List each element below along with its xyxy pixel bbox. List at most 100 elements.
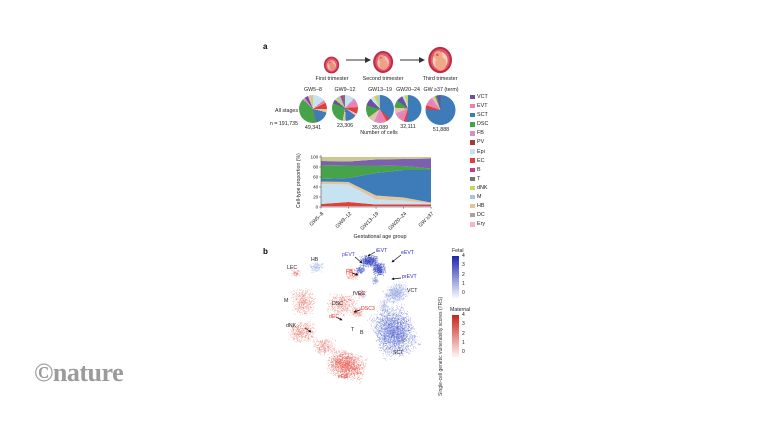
legend-swatch xyxy=(470,149,475,154)
cluster-label-fVEC: fVEC xyxy=(353,291,366,297)
legend-item-EC: EC xyxy=(470,158,488,164)
legend-item-B: B xyxy=(470,167,488,173)
pie-column-GW20–24: GW20–24 32,111 xyxy=(394,87,422,130)
legend-swatch xyxy=(470,112,475,118)
trimester-label: Third trimester xyxy=(422,76,458,82)
gw-label: GW5–8 xyxy=(304,87,322,93)
pie-chart xyxy=(299,95,327,123)
all-stages-label: All stages xyxy=(275,108,298,114)
legend-item-SCT: SCT xyxy=(470,112,488,118)
legend-item-M: M xyxy=(470,194,488,200)
cell-count: 35,089 xyxy=(371,125,389,131)
legend-item-Epi: Epi xyxy=(470,149,488,155)
trimester-group-third: Third trimester xyxy=(422,36,458,82)
colorbar-axis-title: Single-cell genetic vulnerability scores… xyxy=(438,296,444,396)
legend-item-DC: DC xyxy=(470,212,488,218)
legend-swatch xyxy=(470,103,475,109)
trimester-label: First trimester xyxy=(315,76,349,82)
legend-swatch xyxy=(470,194,475,200)
trimester-group-first: First trimester xyxy=(315,46,349,82)
pie-column-GW9–12: GW9–12 23,306 xyxy=(332,87,358,129)
legend-item-FB: FB xyxy=(470,130,488,136)
gw-label: GW20–24 xyxy=(396,87,420,93)
trimester-label: Second trimester xyxy=(362,76,404,82)
panel-b-label: b xyxy=(263,247,268,256)
svg-text:20: 20 xyxy=(313,195,319,200)
svg-text:80: 80 xyxy=(313,165,319,170)
cell-count: 32,111 xyxy=(400,124,416,130)
cluster-label-dEC: dEC xyxy=(329,314,340,320)
pie-column-GW ≥37 (term): GW ≥37 (term) 51,888 xyxy=(424,87,459,133)
legend-swatch xyxy=(470,176,475,182)
svg-text:40: 40 xyxy=(313,185,319,190)
pie-chart xyxy=(394,95,422,122)
cluster-label-LEC: LEC xyxy=(287,265,298,271)
gw-label: GW13–19 xyxy=(368,87,392,93)
cell-count: 23,306 xyxy=(336,123,354,129)
all-stages-block: All stages n = 191,735 xyxy=(254,108,298,127)
umap-scatter-canvas xyxy=(272,246,447,401)
pie-chart xyxy=(332,95,358,121)
legend-swatch xyxy=(470,158,475,163)
cell-count: 51,888 xyxy=(432,127,450,133)
all-stages-n: n = 191,735 xyxy=(269,121,298,128)
fetal-colorbar-title: Fetal xyxy=(452,248,464,254)
panel-a-label: a xyxy=(263,42,268,51)
area-x-tick: GW5–8 xyxy=(308,211,326,228)
cluster-label-FB: FB xyxy=(346,269,353,275)
cluster-label-pEVT: pEVT xyxy=(342,252,355,258)
legend-item-DSC: DSC xyxy=(470,121,488,127)
cluster-label-eEpi: eEpi xyxy=(338,374,349,380)
legend-item-EVT: EVT xyxy=(470,103,488,109)
legend-swatch xyxy=(470,222,475,227)
cluster-label-dNK: dNK xyxy=(286,323,297,329)
nature-logo: ©nature xyxy=(34,358,124,387)
cluster-label-iEVT: iEVT xyxy=(376,248,388,254)
legend-swatch xyxy=(470,212,475,218)
cluster-label-M: M xyxy=(284,298,289,304)
embryo-icon xyxy=(324,46,340,74)
cluster-label-HB: HB xyxy=(311,257,319,263)
legend-swatch xyxy=(470,185,475,191)
svg-text:0: 0 xyxy=(316,205,319,210)
pies-caption: Number of cells xyxy=(360,130,398,136)
embryo-icon xyxy=(373,40,394,74)
cluster-label-DSC: DSC xyxy=(332,301,343,307)
area-ylabel: Cell-type proportion (%) xyxy=(296,153,302,209)
trs-colorbar: Single-cell genetic vulnerability scores… xyxy=(438,246,474,398)
pie-column-GW5–8: GW5–8 49,341 xyxy=(299,87,327,131)
legend-item-PV: PV xyxy=(470,139,488,145)
gw-label: GW ≥37 (term) xyxy=(423,87,459,93)
legend-swatch xyxy=(470,167,475,172)
stacked-area-chart: 0 20 40 60 80 100 xyxy=(311,155,432,210)
gw-label: GW9–12 xyxy=(334,87,356,93)
cluster-label-prEVT: prEVT xyxy=(402,274,417,280)
legend-swatch xyxy=(470,122,475,127)
legend-item-VCT: VCT xyxy=(470,94,488,100)
svg-text:100: 100 xyxy=(311,155,319,160)
cluster-label-SCT: SCT xyxy=(393,350,404,356)
svg-text:60: 60 xyxy=(313,175,319,180)
cell-count: 49,341 xyxy=(304,125,322,131)
legend-item-Ery: Ery xyxy=(470,221,488,227)
pie-chart xyxy=(366,95,394,123)
legend-swatch xyxy=(470,131,475,136)
cluster-label-T: T xyxy=(351,327,355,333)
cluster-label-DSC3: DSC3 xyxy=(361,306,375,312)
legend-item-T: T xyxy=(470,176,488,182)
trimester-group-second: Second trimester xyxy=(362,40,404,82)
fetal-colorbar xyxy=(452,256,459,298)
cluster-label-VCT: VCT xyxy=(407,288,418,294)
pie-chart xyxy=(425,95,456,125)
maternal-colorbar xyxy=(452,315,459,357)
legend-swatch xyxy=(470,140,475,145)
legend-swatch xyxy=(470,94,475,100)
arrow-icon xyxy=(346,57,371,63)
embryo-icon xyxy=(428,36,453,74)
cluster-label-eEVT: eEVT xyxy=(401,250,414,256)
